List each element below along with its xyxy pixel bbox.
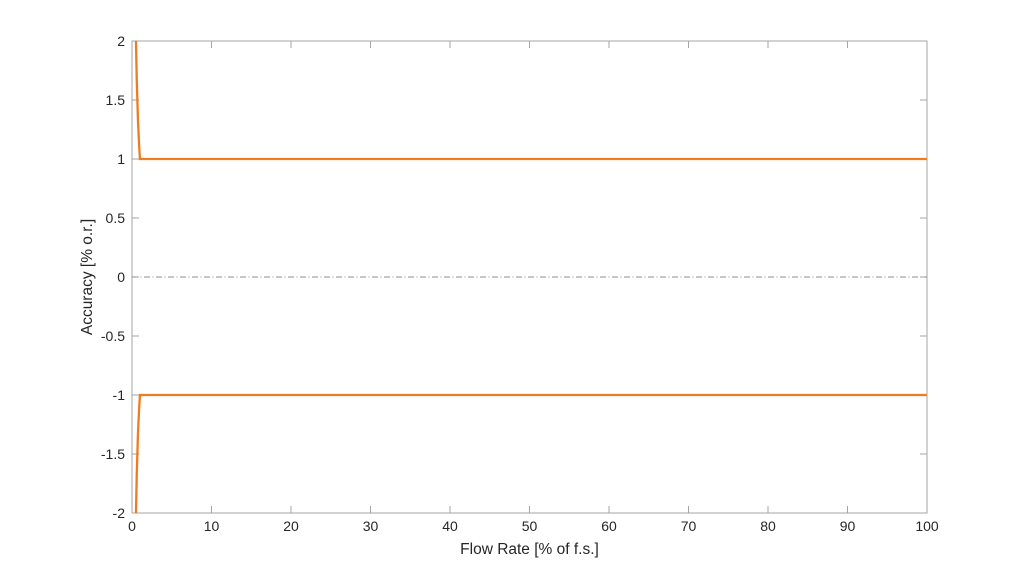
y-tick-label: 0 bbox=[117, 269, 125, 285]
x-tick-label: 70 bbox=[681, 518, 697, 534]
y-tick-label: 1.5 bbox=[106, 92, 126, 108]
y-axis-label: Accuracy [% o.r.] bbox=[79, 218, 96, 336]
y-tick-label: 2 bbox=[117, 33, 125, 49]
series-line bbox=[134, 393, 927, 514]
x-tick-label: 0 bbox=[128, 518, 136, 534]
y-tick-label: -2 bbox=[113, 505, 126, 521]
y-tick-label: -0.5 bbox=[101, 328, 125, 344]
x-tick-label: 30 bbox=[363, 518, 379, 534]
x-tick-label: 80 bbox=[760, 518, 776, 534]
x-axis-label: Flow Rate [% of f.s.] bbox=[460, 541, 599, 558]
x-tick-label: 90 bbox=[840, 518, 856, 534]
y-tick-label: 0.5 bbox=[106, 210, 126, 226]
x-tick-label: 40 bbox=[442, 518, 458, 534]
series-line bbox=[134, 40, 927, 161]
x-tick-label: 20 bbox=[283, 518, 299, 534]
x-tick-label: 50 bbox=[522, 518, 538, 534]
y-tick-label: -1.5 bbox=[101, 446, 125, 462]
axis-ticks bbox=[131, 40, 928, 514]
y-tick-label: 1 bbox=[117, 151, 125, 167]
data-series bbox=[134, 40, 927, 514]
x-tick-label: 10 bbox=[204, 518, 220, 534]
x-tick-label: 100 bbox=[915, 518, 939, 534]
y-tick-label: -1 bbox=[113, 387, 126, 403]
tick-labels: 0 10 20 30 40 50 60 70 80 90 100 -2 -1.5 -1 -0.5 0 0.5 1 1… bbox=[101, 33, 939, 534]
x-tick-label: 60 bbox=[601, 518, 617, 534]
